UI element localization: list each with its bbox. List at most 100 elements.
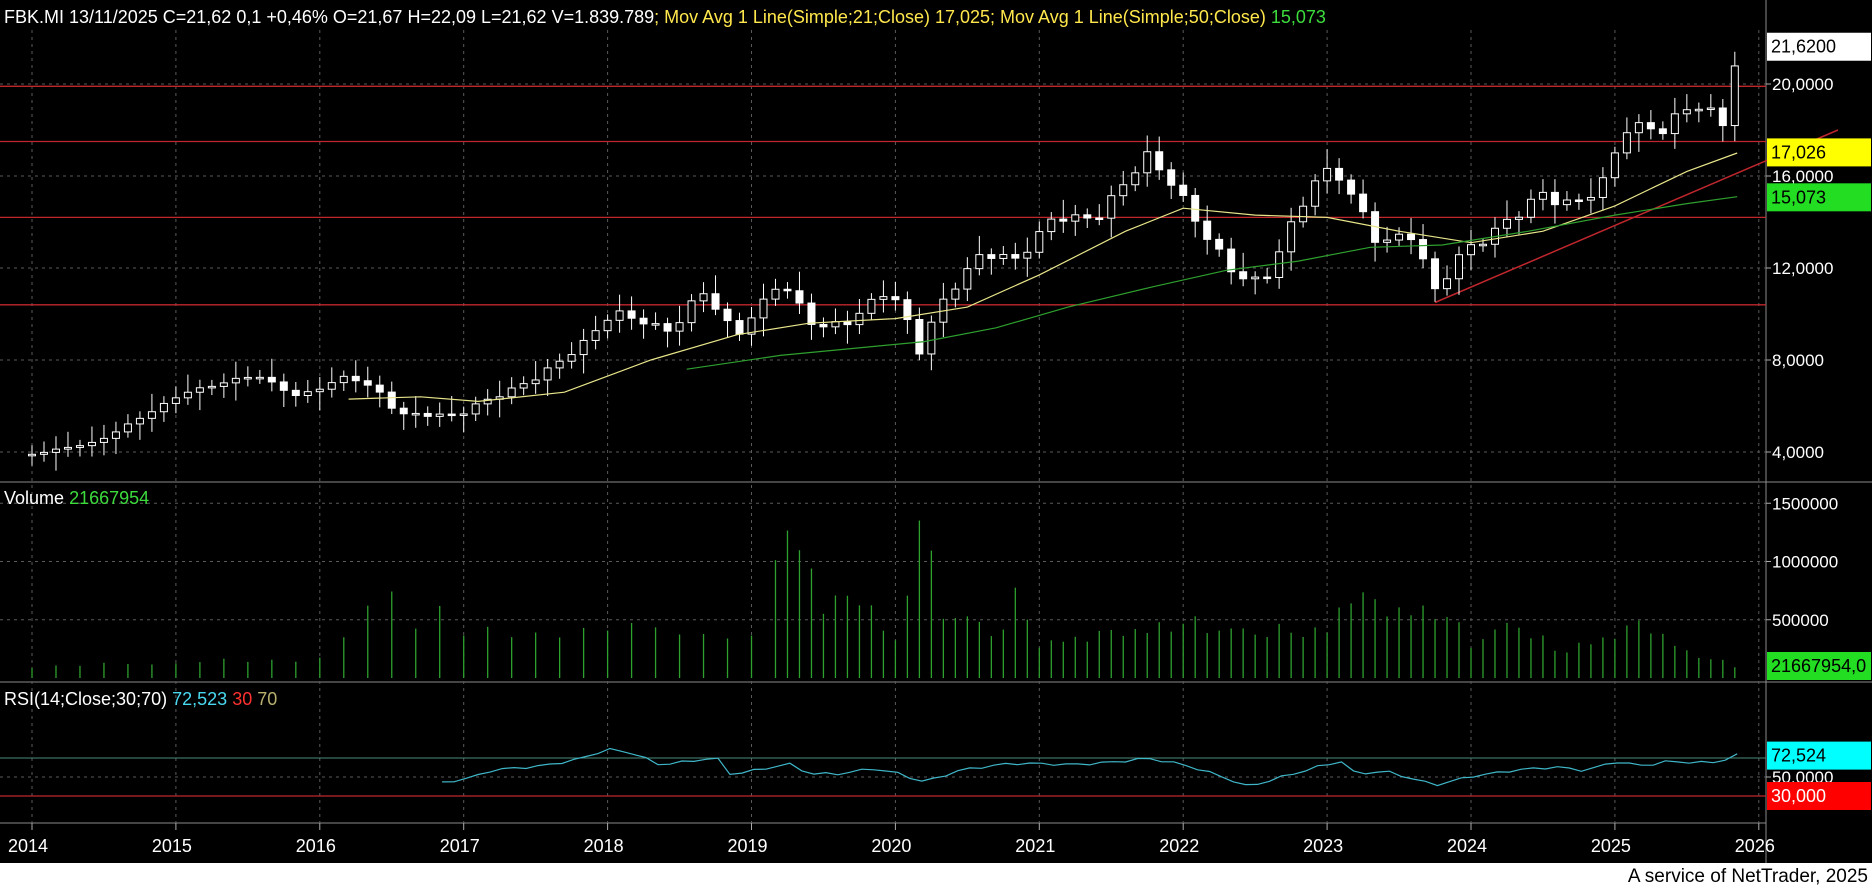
candle-body [1634,122,1643,134]
candle-body [591,330,600,341]
candle-body [87,441,96,447]
candle-body [579,339,588,356]
candle-body [111,431,120,439]
candle-body [1227,248,1236,273]
candle-body [231,377,240,384]
candle-body [963,268,972,290]
candle-body [339,375,348,384]
candle-body [1203,220,1212,240]
candle-body [327,382,336,390]
candle-body [675,322,684,332]
candle-body [483,398,492,405]
candle-body [28,453,36,457]
candle-body [1682,109,1691,115]
candle-body [771,288,780,300]
year-axis: 2014 2015 2016 2017 2018 2019 2020 2021 2022 2023… [8,823,1775,856]
candle-body [531,379,540,385]
year-label: 2020 [871,836,911,856]
candle-body [795,290,804,304]
rsi-value: 72,523 [172,689,227,709]
candle-body [1395,233,1404,241]
candle-body [1059,218,1068,222]
candle-body [207,385,216,389]
candle-body [1586,196,1595,201]
candle-body [1155,151,1164,171]
price-tick-label: 12,0000 [1772,259,1833,278]
rsi-low-level: 30 [232,689,252,709]
candle-body [687,300,696,324]
quote-text: FBK.MI 13/11/2025 C=21,62 0,1 +0,46% O=2… [4,7,654,27]
candle-body [915,319,924,355]
candle-body [291,389,300,397]
ma21-flag: 17,026 [1771,142,1826,162]
candle-body [1730,65,1739,127]
candle-body [891,296,900,301]
candle-body [1610,152,1619,179]
candle-body [723,308,732,322]
price-tick-label: 4,0000 [1772,443,1824,462]
volume-tick-label: 1500000 [1772,494,1838,513]
candle-body [1239,271,1248,280]
candle-body [447,413,456,417]
year-label: 2016 [296,836,336,856]
candle-body [1526,198,1535,218]
rsi-flag-bg [1767,741,1871,770]
candle-body [243,376,252,380]
year-label: 2025 [1591,836,1631,856]
candle-body [1035,231,1044,253]
candle-body [1538,191,1547,200]
year-label: 2019 [728,836,768,856]
candle-body [63,446,72,450]
rsi-title: RSI(14;Close;30;70) 72,523 30 70 [4,689,277,709]
candle-body [1251,276,1260,280]
candle-body [399,407,408,415]
candle-body [267,376,276,383]
candle-body [987,254,996,259]
price-tick-label: 8,0000 [1772,351,1824,370]
candle-body [459,413,468,416]
candle-body [1347,179,1356,195]
candle-body [1263,276,1272,280]
candle-body [567,354,576,362]
candle-body [363,380,372,386]
candle-body [1311,180,1320,207]
candle-body [1107,195,1116,219]
candle-body [1574,199,1583,203]
candle-body [1502,218,1511,229]
candle-body [1287,221,1296,253]
candle-body [99,437,108,443]
year-label: 2021 [1015,836,1055,856]
ma21-flag-bg [1767,138,1871,167]
candle-body [651,323,660,326]
rsi-high-level: 70 [257,689,277,709]
candle-body [783,288,792,292]
candle-body [471,403,480,415]
candle-body [1083,214,1092,219]
candle-body [519,383,528,389]
candle-body [1191,194,1200,222]
candle-body [183,391,192,399]
candle-body [219,382,228,387]
candle-body [1455,254,1464,280]
candle-body [375,384,384,393]
year-label: 2023 [1303,836,1343,856]
candle-body [999,254,1008,259]
candle-body [351,375,360,382]
rsi-low-flag-bg [1767,782,1871,810]
candle-body [927,321,936,355]
candle-body [1167,169,1176,186]
candle-body [123,423,132,433]
candle-body [255,376,264,380]
candle-body [951,288,960,300]
candle-body [627,310,636,319]
candle-body [1658,128,1667,135]
candle-body [1011,254,1020,259]
candle-body [1383,239,1392,243]
ma50-flag: 15,073 [1771,187,1826,207]
rsi-series [442,747,1738,787]
year-label: 2024 [1447,836,1487,856]
candle-body [411,412,420,416]
candle-body [1514,216,1523,220]
candle-body [603,319,612,332]
candle-body [975,254,984,270]
